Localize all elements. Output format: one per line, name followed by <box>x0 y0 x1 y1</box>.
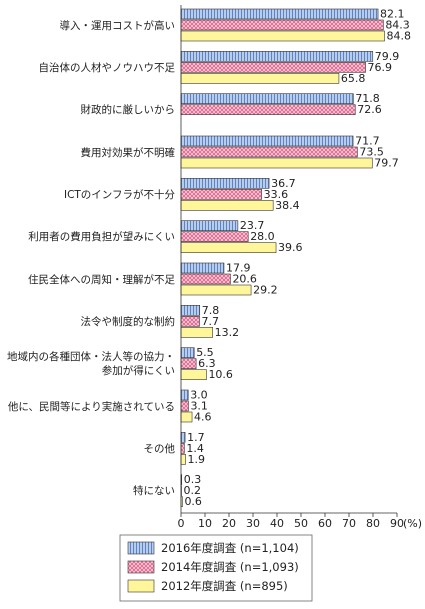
bar <box>180 189 262 200</box>
bar <box>180 62 366 73</box>
value-label: 13.2 <box>215 326 240 339</box>
value-label: 1.4 <box>186 442 204 455</box>
value-label: 0.3 <box>184 473 202 486</box>
value-label: 82.1 <box>380 8 405 21</box>
bar <box>180 178 270 189</box>
value-label: 3.1 <box>190 400 208 413</box>
bar <box>180 316 200 327</box>
bar <box>180 400 189 412</box>
bar <box>180 231 249 242</box>
x-tick-label: 40 <box>270 517 284 530</box>
x-tick-label: 80 <box>366 517 380 530</box>
value-label: 10.6 <box>208 368 233 381</box>
x-tick-label: 30 <box>246 517 260 530</box>
bar <box>180 220 239 231</box>
x-tick-label: 20 <box>222 517 236 530</box>
value-label: 79.7 <box>374 157 399 170</box>
bar <box>180 284 252 296</box>
bar <box>180 358 197 369</box>
value-label: 6.3 <box>198 357 216 370</box>
bar <box>180 73 340 84</box>
value-label: 5.5 <box>196 346 214 359</box>
category-label: 自治体の人材やノウハウ不足 <box>38 61 176 74</box>
bar <box>180 146 358 158</box>
bar <box>180 411 193 423</box>
bar <box>180 443 185 454</box>
bar <box>180 200 274 211</box>
category-label: 特にない <box>133 485 175 498</box>
category-label: 利用者の費用負担が望みにくい <box>28 231 175 244</box>
value-label: 36.7 <box>271 177 296 190</box>
value-label: 20.6 <box>232 273 257 286</box>
bar <box>180 273 231 285</box>
value-label: 73.5 <box>359 146 384 159</box>
bar <box>180 432 186 443</box>
value-label: 29.2 <box>253 284 278 297</box>
value-label: 38.4 <box>275 199 300 212</box>
x-tick-label: 90 <box>390 517 404 530</box>
category-label: 導入・運用コストが高い <box>59 19 176 32</box>
x-unit: (%) <box>403 517 422 530</box>
legend-swatch <box>127 541 155 555</box>
legend-swatch <box>127 560 155 574</box>
value-label: 84.3 <box>385 19 410 32</box>
category-label: 費用対効果が不明確 <box>80 146 176 159</box>
legend-swatch <box>127 579 155 593</box>
bar <box>180 327 213 338</box>
bar <box>180 8 379 20</box>
value-label: 1.9 <box>188 453 206 466</box>
legend-box <box>119 534 313 602</box>
value-label: 84.8 <box>387 30 412 43</box>
bar <box>180 135 354 147</box>
value-label: 72.6 <box>357 103 382 116</box>
value-label: 7.8 <box>202 304 220 317</box>
legend-label: 2016年度調査 (n=1,104) <box>161 541 299 555</box>
bar <box>180 51 374 62</box>
category-label: 地域内の各種団体・法人等の協力・ 参加が得にくい <box>7 351 175 378</box>
bar <box>180 242 277 253</box>
value-label: 71.8 <box>355 92 380 105</box>
x-tick-label: 50 <box>294 517 308 530</box>
bar <box>180 30 385 42</box>
category-label: 法令や制度的な制約 <box>80 315 176 328</box>
bar <box>180 262 225 274</box>
bar <box>180 305 201 316</box>
value-label: 65.8 <box>341 72 366 85</box>
x-tick-label: 0 <box>178 517 185 530</box>
bar <box>180 389 189 401</box>
value-label: 28.0 <box>250 230 275 243</box>
bar <box>180 93 354 104</box>
value-label: 23.7 <box>240 219 265 232</box>
value-label: 71.7 <box>355 135 380 148</box>
value-label: 4.6 <box>194 411 212 424</box>
bar <box>180 157 373 169</box>
x-tick-label: 10 <box>198 517 212 530</box>
legend-label: 2012年度調査 (n=895) <box>161 579 288 593</box>
legend-label: 2014年度調査 (n=1,093) <box>161 560 299 574</box>
value-label: 39.6 <box>278 241 303 254</box>
x-tick-label: 60 <box>318 517 332 530</box>
bar <box>180 454 186 465</box>
value-label: 7.7 <box>201 315 219 328</box>
bar <box>180 347 195 358</box>
category-label: その他 <box>143 442 176 455</box>
category-label: 他に、民間等により実施されている <box>7 400 175 413</box>
x-tick-label: 70 <box>342 517 356 530</box>
bar <box>180 19 384 31</box>
category-label: 財政的に厳しいから <box>80 104 176 117</box>
value-label: 0.2 <box>183 484 201 497</box>
value-label: 0.6 <box>184 495 202 508</box>
category-label: 住民全体への周知・理解が不足 <box>28 273 175 286</box>
value-label: 33.6 <box>264 188 289 201</box>
value-label: 1.7 <box>187 431 205 444</box>
bar <box>180 104 356 115</box>
value-label: 3.0 <box>190 389 208 402</box>
value-label: 17.9 <box>226 262 251 275</box>
category-label: ICTのインフラが不十分 <box>63 188 175 201</box>
value-label: 76.9 <box>368 61 393 74</box>
bar <box>180 369 207 380</box>
value-label: 79.9 <box>375 50 400 63</box>
